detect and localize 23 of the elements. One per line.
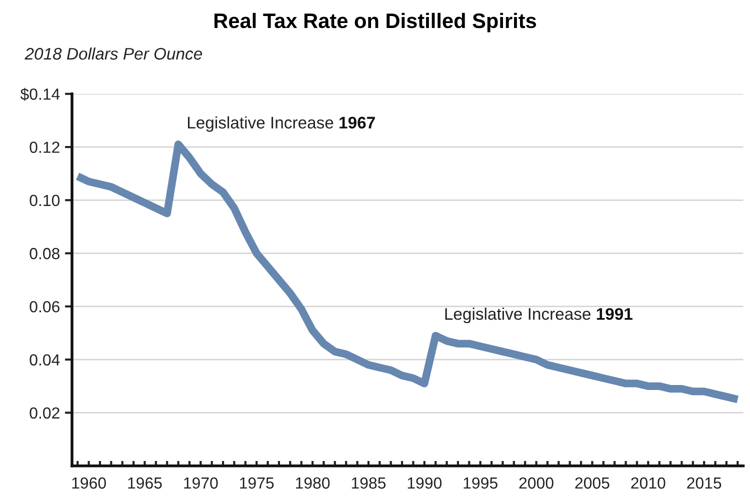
x-tick-label: 1970 [184,477,218,489]
y-tick-label: 0.12 [30,142,60,153]
y-tick-label: 0.06 [30,301,60,312]
x-tick-label: 1995 [464,477,498,489]
x-tick-label: 1975 [240,477,274,489]
y-tick-label: 0.08 [30,248,60,260]
y-tick-label: 0.02 [30,407,60,419]
x-tick-label: 2000 [519,477,554,489]
annotation: Legislative Increase 1967 [188,116,375,132]
y-tick-label: 0.10 [30,194,60,206]
x-tick-label: 2015 [687,477,722,489]
chart-subtitle: 2018 Dollars Per Ounce [24,47,202,60]
chart-title: Real Tax Rate on Distilled Spirits [214,12,536,32]
x-tick-label: 1985 [352,477,386,489]
x-tick-label: 1990 [408,477,442,489]
x-tick-label: 1965 [128,477,162,489]
y-tick-label: $0.14 [20,88,60,101]
x-tick-label: 2005 [575,477,610,489]
y-tick-label: 0.04 [30,354,60,366]
x-tick-label: 1980 [296,477,330,489]
annotation: Legislative Increase 1991 [445,308,632,324]
x-tick-label: 1960 [72,477,106,489]
x-tick-label: 2010 [631,477,666,489]
